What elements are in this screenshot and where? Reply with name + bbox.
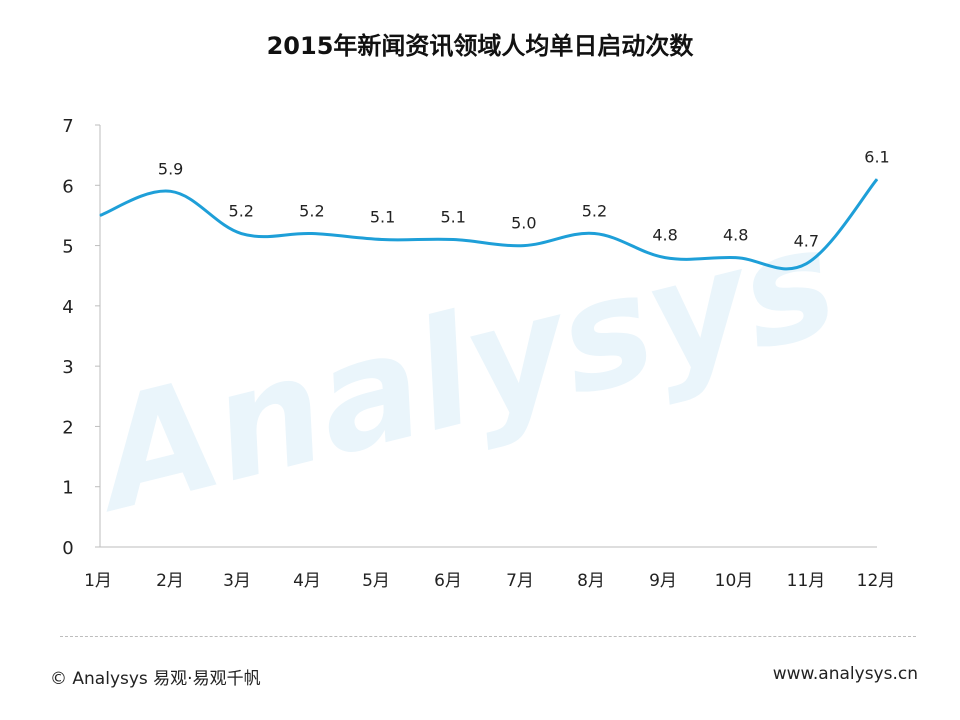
y-tick-label: 1 <box>62 478 73 499</box>
data-label: 4.8 <box>652 226 677 245</box>
x-tick-label: 1月 <box>84 571 112 591</box>
data-label: 5.2 <box>299 202 324 221</box>
y-tick-label: 6 <box>62 176 73 197</box>
data-point <box>452 239 454 241</box>
data-point <box>523 245 525 247</box>
x-tick-label: 9月 <box>649 571 677 591</box>
data-point <box>735 257 737 259</box>
x-tick-label: 8月 <box>577 571 605 591</box>
data-label: 5.1 <box>440 208 465 227</box>
x-tick-label: 7月 <box>506 571 534 591</box>
data-label: 4.7 <box>794 232 819 251</box>
y-tick-label: 0 <box>62 538 73 559</box>
y-tick-label: 3 <box>62 357 73 378</box>
data-point <box>805 263 807 265</box>
x-tick-label: 12月 <box>857 571 896 591</box>
y-tick-label: 7 <box>62 116 73 137</box>
x-tick-label: 11月 <box>787 571 826 591</box>
x-tick-label: 10月 <box>715 571 754 591</box>
footer-website: www.analysys.cn <box>772 664 918 684</box>
footer-divider <box>60 636 916 637</box>
data-label: 6.1 <box>864 147 889 166</box>
data-point <box>876 178 878 180</box>
y-tick-label: 4 <box>62 297 73 318</box>
x-tick-label: 6月 <box>434 571 462 591</box>
x-tick-label: 4月 <box>293 571 321 591</box>
footer-copyright: © Analysys 易观·易观千帆 <box>50 669 261 689</box>
data-point <box>382 239 384 241</box>
data-point <box>240 233 242 235</box>
y-tick-label: 2 <box>62 417 73 438</box>
data-point <box>99 214 101 216</box>
data-point <box>311 233 313 235</box>
data-point <box>664 257 666 259</box>
data-label: 5.2 <box>582 202 607 221</box>
data-label: 5.2 <box>229 202 254 221</box>
y-tick-label: 5 <box>62 237 73 258</box>
data-label: 4.8 <box>723 226 748 245</box>
data-label: 5.1 <box>370 208 395 227</box>
data-point <box>593 233 595 235</box>
x-tick-label: 3月 <box>223 571 251 591</box>
watermark-text: Analysys <box>73 194 852 547</box>
chart-title: 2015年新闻资讯领域人均单日启动次数 <box>266 32 694 60</box>
data-label: 5.9 <box>158 159 183 178</box>
data-label: 5.0 <box>511 214 536 233</box>
data-point <box>170 190 172 192</box>
x-tick-label: 5月 <box>362 571 390 591</box>
x-tick-label: 2月 <box>156 571 184 591</box>
series-line <box>99 178 879 271</box>
